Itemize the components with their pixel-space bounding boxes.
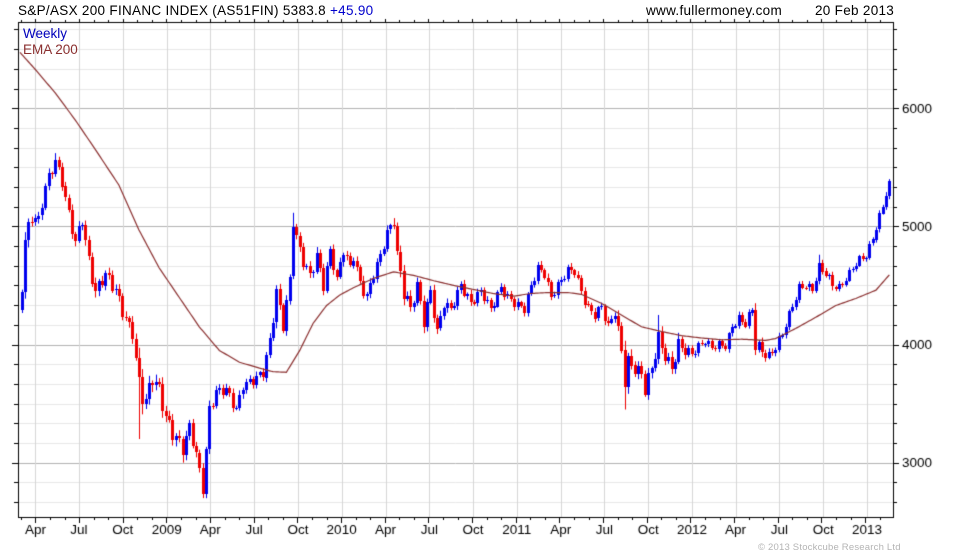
- chart-title: S&P/ASX 200 FINANC INDEX (AS51FIN) 5383.…: [18, 3, 326, 18]
- price-change: +45.90: [325, 3, 374, 18]
- copyright-notice: © 2013 Stockcube Research Ltd: [758, 542, 901, 553]
- legend-timeframe-label: Weekly: [23, 26, 68, 41]
- chart-title-row: S&P/ASX 200 FINANC INDEX (AS51FIN) 5383.…: [18, 4, 373, 18]
- website-watermark: www.fullermoney.com: [646, 3, 782, 18]
- legend-ema-label: EMA 200: [23, 42, 78, 57]
- chart-date: 20 Feb 2013: [815, 3, 895, 18]
